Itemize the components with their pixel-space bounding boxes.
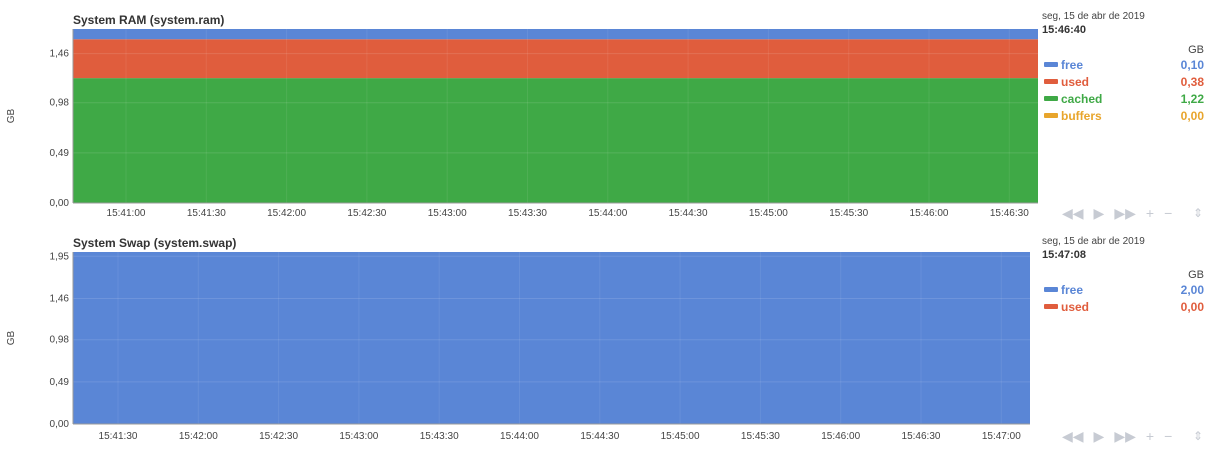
zoom-in-icon[interactable]: + xyxy=(1145,205,1155,221)
play-icon[interactable]: ▶ xyxy=(1093,428,1105,444)
ram-x-tick-label: 15:43:00 xyxy=(428,208,467,219)
swap-y-tick-label: 1,46 xyxy=(50,293,70,304)
swap-x-tick-label: 15:43:00 xyxy=(339,431,378,442)
ram-legend-swatch-free xyxy=(1044,62,1058,67)
swap-x-tick-label: 15:42:00 xyxy=(179,431,218,442)
ram-y-tick-label: 0,49 xyxy=(50,148,70,159)
ram-legend-unit: GB xyxy=(1188,44,1204,56)
ram-legend-time: 15:46:40 xyxy=(1042,24,1087,36)
swap-legend-item-free[interactable]: free 2,00 xyxy=(1040,281,1206,298)
ram-legend-value-buffers: 0,00 xyxy=(1180,108,1204,123)
swap-y-tick-label: 0,98 xyxy=(50,335,70,346)
ram-area-cached xyxy=(73,78,1038,203)
ram-chart[interactable]: System RAM (system.ram) 0,00 0,49 0,98 1,46 1… xyxy=(0,0,1040,222)
swap-legend-value-used: 0,00 xyxy=(1180,299,1204,314)
ram-y-tick-label: 1,46 xyxy=(50,49,70,60)
ram-legend-value-cached: 1,22 xyxy=(1180,91,1204,106)
swap-legend-label-used: used xyxy=(1061,299,1090,314)
swap-legend-swatch-free xyxy=(1044,287,1058,292)
ram-legend-label-used: used xyxy=(1061,74,1090,89)
swap-legend-value-free: 2,00 xyxy=(1180,282,1204,297)
rewind-icon[interactable]: ◀◀ xyxy=(1062,428,1084,444)
fast-forward-icon[interactable]: ▶▶ xyxy=(1114,428,1136,444)
ram-chart-panel: System RAM (system.ram) 0,00 0,49 0,98 1,46 1… xyxy=(0,0,1211,222)
ram-legend-swatch-cached xyxy=(1044,96,1058,101)
ram-x-tick-label: 15:42:00 xyxy=(267,208,306,219)
zoom-out-icon[interactable]: − xyxy=(1164,428,1173,444)
ram-legend-value-used: 0,38 xyxy=(1180,74,1204,89)
swap-legend-date: seg, 15 de abr de 2019 xyxy=(1042,236,1145,247)
ram-legend-item-used[interactable]: used 0,38 xyxy=(1040,73,1206,90)
ram-legend-label-buffers: buffers xyxy=(1061,108,1102,123)
ram-legend-item-cached[interactable]: cached 1,22 xyxy=(1040,90,1206,107)
ram-y-tick-label: 0,98 xyxy=(50,98,70,109)
ram-legend: seg, 15 de abr de 2019 15:46:40 GB free … xyxy=(1040,11,1206,124)
swap-x-tick-label: 15:41:30 xyxy=(99,431,138,442)
swap-y-tick-label: 0,49 xyxy=(50,377,70,388)
play-icon[interactable]: ▶ xyxy=(1093,205,1105,221)
ram-legend-swatch-buffers xyxy=(1044,113,1058,118)
swap-legend-item-used[interactable]: used 0,00 xyxy=(1040,298,1206,315)
ram-x-tick-label: 15:44:00 xyxy=(588,208,627,219)
ram-x-tick-label: 15:43:30 xyxy=(508,208,547,219)
swap-y-axis-label: GB xyxy=(6,330,17,345)
ram-chart-title: System RAM (system.ram) xyxy=(73,13,224,27)
swap-x-tick-label: 15:45:30 xyxy=(741,431,780,442)
ram-chart-controls: ◀◀ ▶ ▶▶ + − xyxy=(1062,205,1172,222)
swap-chart-controls: ◀◀ ▶ ▶▶ + − xyxy=(1062,428,1172,445)
ram-x-tick-label: 15:45:30 xyxy=(829,208,868,219)
ram-y-tick-label: 0,00 xyxy=(50,198,70,209)
ram-x-tick-label: 15:42:30 xyxy=(347,208,386,219)
swap-chart-panel: System Swap (system.swap) 0,00 0,49 0,98 1,4… xyxy=(0,232,1211,446)
ram-resize-handle-icon[interactable]: ⇕ xyxy=(1193,206,1204,220)
ram-x-tick-label: 15:45:00 xyxy=(749,208,788,219)
swap-y-tick-label: 0,00 xyxy=(50,419,70,430)
swap-x-tick-label: 15:46:30 xyxy=(902,431,941,442)
swap-chart[interactable]: System Swap (system.swap) 0,00 0,49 0,98 1,4… xyxy=(0,232,1040,446)
swap-x-tick-label: 15:47:00 xyxy=(982,431,1021,442)
ram-legend-item-buffers[interactable]: buffers 0,00 xyxy=(1040,107,1206,124)
swap-chart-title: System Swap (system.swap) xyxy=(73,236,236,250)
swap-x-tick-label: 15:42:30 xyxy=(259,431,298,442)
swap-legend-unit: GB xyxy=(1188,269,1204,281)
swap-resize-handle-icon[interactable]: ⇕ xyxy=(1193,429,1204,443)
swap-y-tick-label: 1,95 xyxy=(50,251,70,262)
swap-legend-swatch-used xyxy=(1044,304,1058,309)
fast-forward-icon[interactable]: ▶▶ xyxy=(1114,205,1136,221)
ram-area-used xyxy=(73,39,1038,79)
ram-y-axis-label: GB xyxy=(6,108,17,123)
swap-legend: seg, 15 de abr de 2019 15:47:08 GB free … xyxy=(1040,236,1206,315)
swap-x-tick-label: 15:43:30 xyxy=(420,431,459,442)
ram-x-tick-label: 15:46:00 xyxy=(910,208,949,219)
swap-legend-label-free: free xyxy=(1061,282,1084,297)
zoom-out-icon[interactable]: − xyxy=(1164,205,1173,221)
ram-legend-item-free[interactable]: free 0,10 xyxy=(1040,56,1206,73)
ram-x-tick-label: 15:44:30 xyxy=(669,208,708,219)
swap-x-tick-label: 15:44:30 xyxy=(580,431,619,442)
zoom-in-icon[interactable]: + xyxy=(1145,428,1155,444)
swap-area-free xyxy=(73,252,1030,424)
ram-legend-value-free: 0,10 xyxy=(1180,57,1204,72)
swap-x-tick-label: 15:45:00 xyxy=(661,431,700,442)
ram-area-free xyxy=(73,29,1038,40)
ram-legend-label-cached: cached xyxy=(1061,91,1103,106)
ram-legend-swatch-used xyxy=(1044,79,1058,84)
swap-legend-time: 15:47:08 xyxy=(1042,249,1087,261)
swap-x-tick-label: 15:44:00 xyxy=(500,431,539,442)
rewind-icon[interactable]: ◀◀ xyxy=(1062,205,1084,221)
ram-x-tick-label: 15:41:00 xyxy=(107,208,146,219)
ram-x-tick-label: 15:46:30 xyxy=(990,208,1029,219)
ram-x-tick-label: 15:41:30 xyxy=(187,208,226,219)
ram-legend-label-free: free xyxy=(1061,57,1084,72)
ram-legend-date: seg, 15 de abr de 2019 xyxy=(1042,11,1145,22)
swap-x-tick-label: 15:46:00 xyxy=(821,431,860,442)
